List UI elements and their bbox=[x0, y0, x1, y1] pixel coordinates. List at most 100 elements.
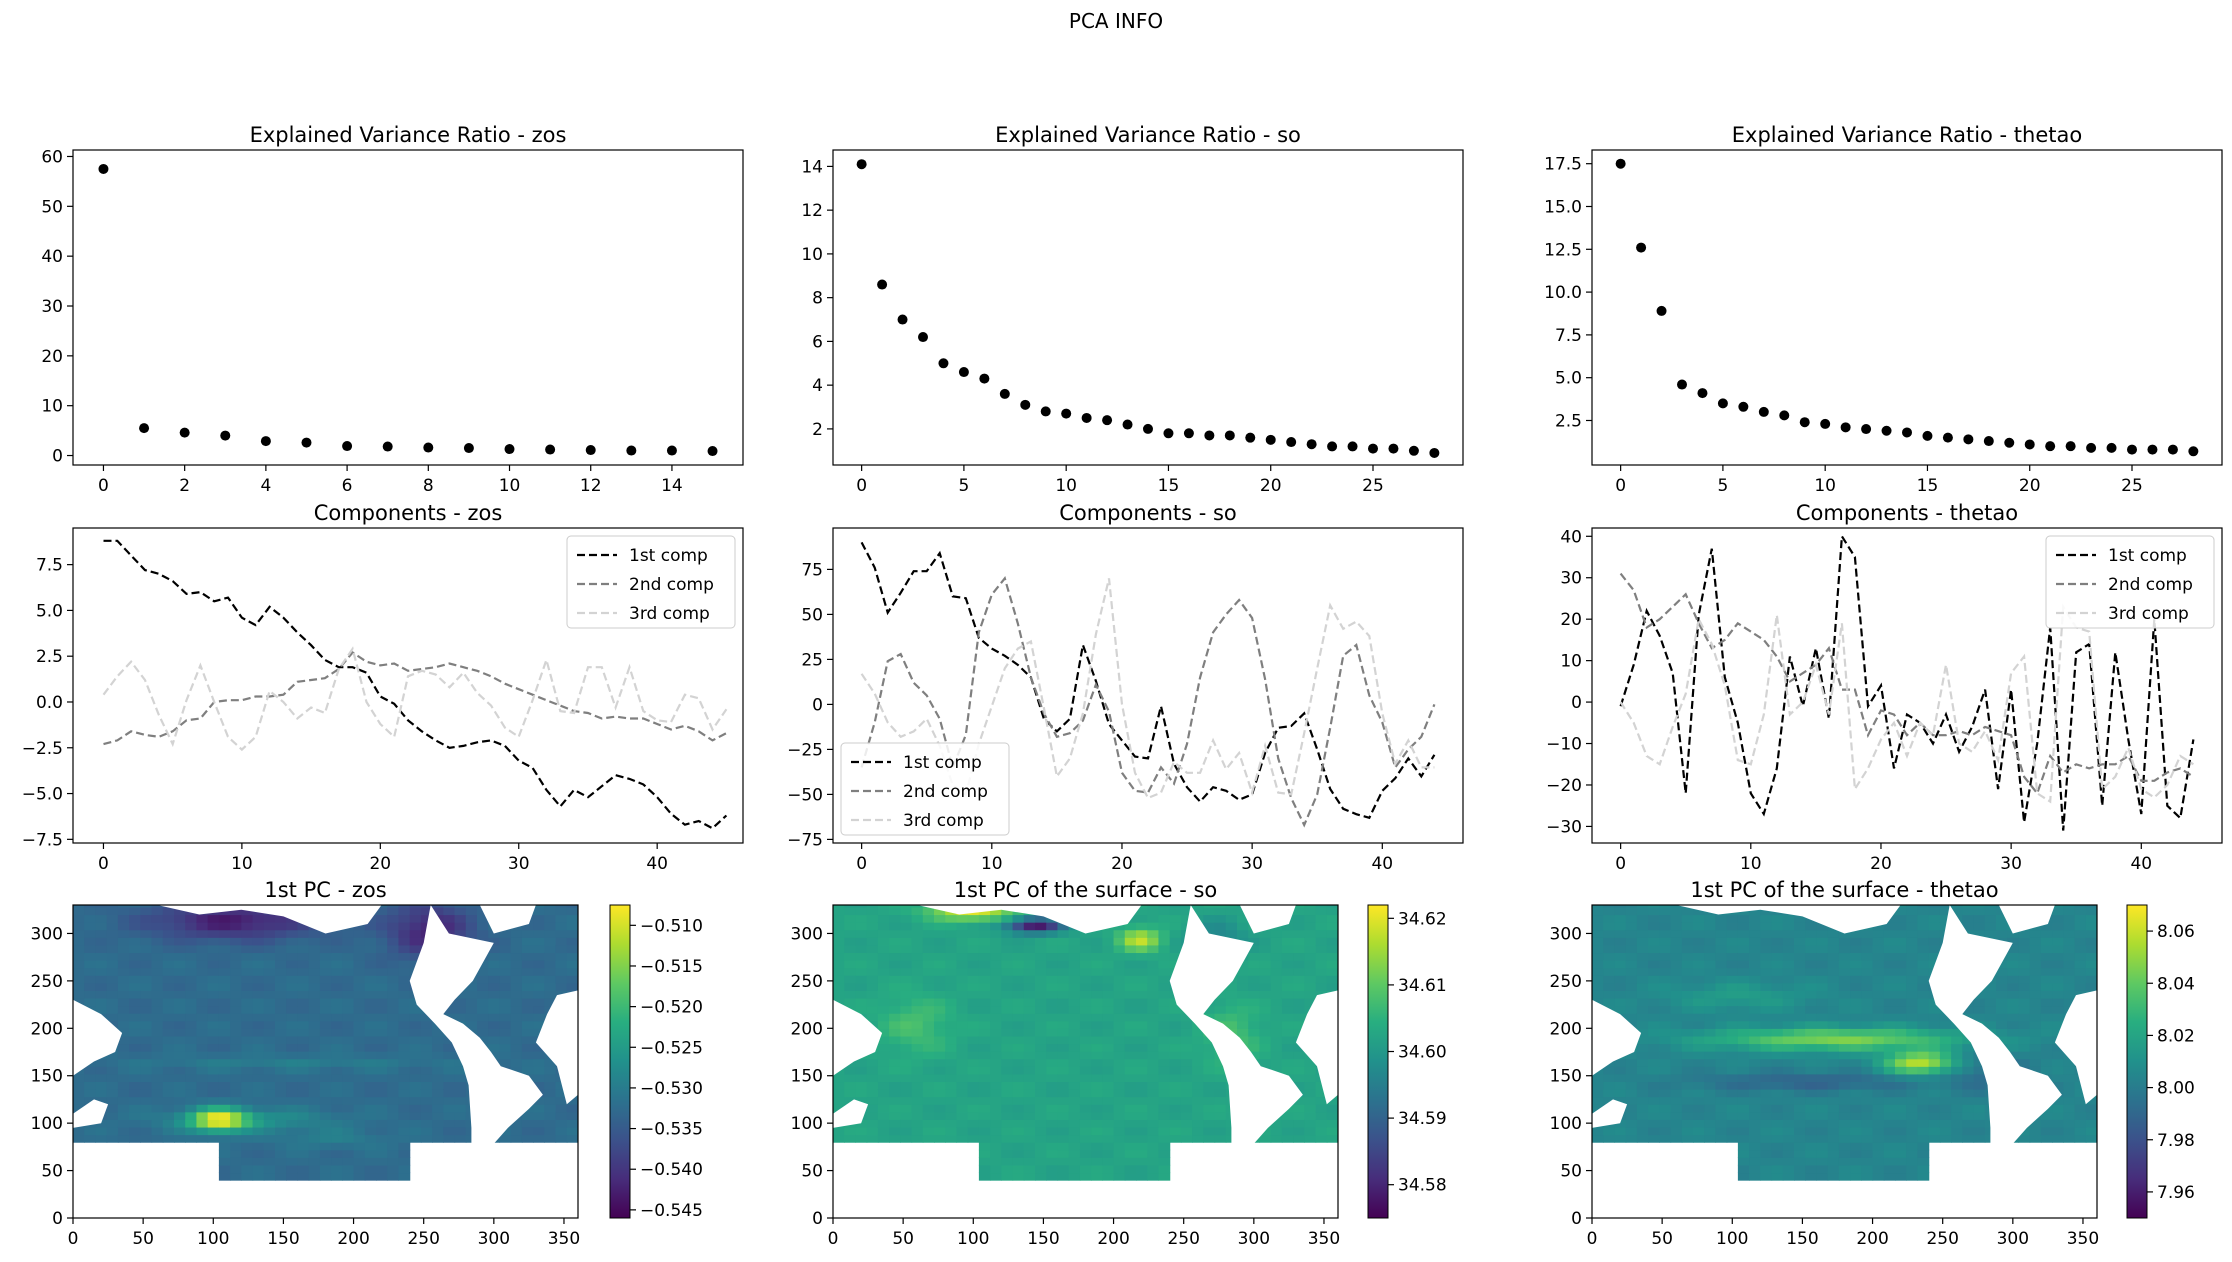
map-thetao-cell bbox=[1659, 1013, 1672, 1022]
map-zos-cell bbox=[84, 1089, 97, 1098]
map-so-cell bbox=[1169, 1005, 1182, 1014]
map-zos-cell bbox=[331, 1066, 343, 1075]
map-thetao-cell bbox=[1636, 1051, 1649, 1060]
map-zos-cell bbox=[275, 1149, 287, 1158]
map-so-cell bbox=[1214, 1126, 1227, 1136]
map-zos-cell bbox=[432, 1126, 444, 1136]
map-thetao-cell bbox=[1928, 1058, 1941, 1067]
map-thetao-cell bbox=[1625, 982, 1638, 991]
map-thetao-cell bbox=[1951, 1089, 1963, 1098]
map-so-cell bbox=[1281, 997, 1294, 1007]
map-thetao-cell bbox=[1928, 1005, 1941, 1014]
map-zos-cell bbox=[376, 1104, 388, 1113]
map-thetao-cell bbox=[1782, 1164, 1795, 1174]
map-thetao-cell bbox=[1928, 1134, 1941, 1143]
map-so-cell bbox=[1225, 1020, 1238, 1029]
map-so-cell bbox=[1147, 1104, 1160, 1113]
map-zos-cell bbox=[387, 982, 400, 991]
evr-so-point bbox=[1163, 428, 1174, 439]
map-thetao-cell bbox=[2007, 990, 2020, 999]
map-zos-cell bbox=[319, 990, 332, 999]
map-zos-cell bbox=[533, 929, 545, 938]
map-zos-cell bbox=[84, 944, 97, 954]
map-zos-cell bbox=[218, 1089, 231, 1098]
map-so-cell bbox=[978, 990, 991, 999]
map-thetao-cell bbox=[1749, 929, 1761, 938]
map-zos-cell bbox=[84, 1134, 97, 1143]
map-zos-cell bbox=[308, 1051, 321, 1060]
map-so-cell bbox=[1102, 1172, 1115, 1181]
map-zos-cell bbox=[376, 1058, 388, 1067]
map-zos-cell bbox=[544, 914, 557, 923]
map-so-cell bbox=[877, 1058, 890, 1067]
map-thetao-cell bbox=[1726, 1096, 1739, 1105]
map-thetao-cell bbox=[1625, 997, 1638, 1007]
map-thetao-cell bbox=[1838, 967, 1851, 976]
map-so-cell bbox=[922, 952, 935, 961]
map-zos-cell bbox=[364, 1157, 377, 1166]
map-so-cell bbox=[844, 975, 857, 984]
map-so-cell bbox=[1079, 1157, 1092, 1166]
map-so-cell bbox=[1068, 1126, 1081, 1136]
map-zos-cell bbox=[510, 975, 523, 984]
comp-so-axes: Components - so0 10 20 30 40−75−50−250255075… bbox=[787, 501, 1464, 874]
evr-so-axes: Explained Variance Ratio - so0 5 10 15 20 252… bbox=[801, 123, 1464, 496]
map-thetao-cell bbox=[1726, 1089, 1739, 1098]
map-zos-cell bbox=[286, 1020, 299, 1029]
map-zos-cell bbox=[117, 1043, 130, 1052]
map-thetao-cell bbox=[1827, 1172, 1840, 1181]
map-so-cell bbox=[1012, 944, 1025, 954]
map-so-cell bbox=[866, 1126, 879, 1136]
map-so-cell bbox=[945, 990, 958, 999]
map-thetao-cell bbox=[1771, 952, 1784, 961]
map-so-cell bbox=[1046, 1043, 1059, 1052]
map-zos-cell bbox=[286, 1035, 299, 1045]
map-zos-cell bbox=[185, 1089, 198, 1098]
map-thetao-cell bbox=[2085, 1119, 2097, 1128]
map-so-cell bbox=[1293, 1058, 1305, 1067]
map-so-cell bbox=[900, 944, 913, 954]
map-thetao-cell bbox=[1984, 1020, 1997, 1029]
map-thetao-cell bbox=[1906, 944, 1919, 954]
map-zos-cell bbox=[275, 1111, 287, 1120]
map-thetao-cell bbox=[1794, 982, 1806, 991]
map-thetao-cell bbox=[1872, 1081, 1885, 1090]
map-so-cell bbox=[1203, 1119, 1216, 1128]
map-thetao-cell bbox=[1861, 1172, 1874, 1181]
map-zos-cell bbox=[174, 952, 186, 961]
map-so-cell bbox=[978, 1134, 991, 1143]
map-so-cell bbox=[1113, 1104, 1126, 1113]
map-so-cell bbox=[967, 982, 980, 991]
map-so-cell bbox=[911, 1096, 924, 1105]
map-zos-cell bbox=[353, 1020, 366, 1029]
map-so-cell bbox=[1046, 1142, 1059, 1151]
map-so-cell bbox=[1259, 937, 1272, 946]
map-so-cell bbox=[1304, 1089, 1317, 1098]
map-so-cell bbox=[1169, 1043, 1182, 1052]
map-thetao-cell bbox=[1805, 1043, 1818, 1052]
map-so-cell bbox=[900, 1035, 913, 1045]
map-so-cell bbox=[1124, 1134, 1137, 1143]
map-zos-cell bbox=[331, 1089, 343, 1098]
map-so-cell bbox=[877, 997, 890, 1007]
map-thetao-cell bbox=[1614, 1058, 1627, 1067]
map-zos-cell bbox=[331, 975, 343, 984]
map-zos-cell bbox=[465, 914, 478, 923]
map-so-cell bbox=[1113, 1172, 1126, 1181]
map-so-cell bbox=[1102, 1096, 1115, 1105]
map-thetao-cell bbox=[1895, 1035, 1907, 1045]
evr-zos-point bbox=[260, 436, 271, 447]
map-zos-cell bbox=[263, 1081, 276, 1090]
map-zos-cell bbox=[409, 922, 422, 931]
map-thetao-cell bbox=[1906, 952, 1919, 961]
evr-thetao-point bbox=[2065, 441, 2076, 452]
map-thetao-cell bbox=[1704, 1005, 1717, 1014]
map-zos-cell bbox=[207, 1134, 220, 1143]
map-zos-cell bbox=[286, 1104, 299, 1113]
map-zos-cell bbox=[364, 990, 377, 999]
map-thetao-cell bbox=[1928, 1111, 1941, 1120]
map-thetao-cell bbox=[1659, 982, 1672, 991]
map-thetao-cell bbox=[2052, 1104, 2064, 1113]
map-so-cell bbox=[945, 922, 958, 931]
map-thetao-cell bbox=[2029, 1043, 2042, 1052]
